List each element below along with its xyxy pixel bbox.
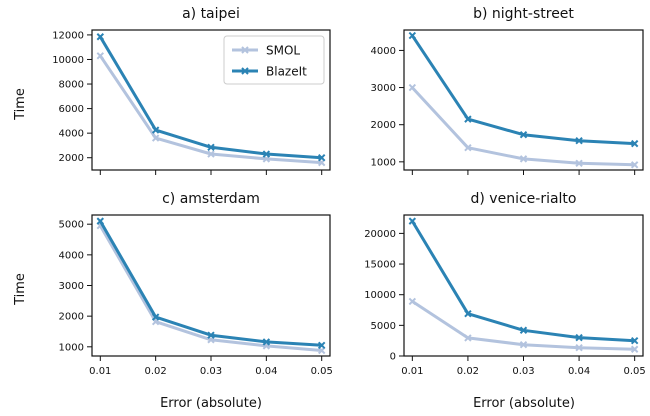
y-tick-label: 0 xyxy=(390,352,396,363)
y-tick-label: 2000 xyxy=(59,312,84,323)
legend-label-smol: SMOL xyxy=(266,44,300,58)
data-point-blazeit xyxy=(464,309,472,318)
y-tick-label: 2000 xyxy=(59,153,84,164)
chart-panel-1: a) taipei 2000 4000 6000 8000 10000 12000 xyxy=(52,6,331,175)
data-point-smol xyxy=(408,83,417,92)
y-tick-label: 20000 xyxy=(364,229,396,240)
chart-panel-2: b) night-street 1000 2000 3000 4000 xyxy=(371,6,644,175)
data-point-blazeit xyxy=(575,136,583,145)
x-tick-label: 0.05 xyxy=(311,366,333,377)
y-tick-label: 4000 xyxy=(59,129,84,140)
data-point-blazeit xyxy=(317,154,326,162)
x-tick-label: 0.01 xyxy=(401,366,423,377)
data-point-blazeit xyxy=(408,31,417,40)
legend-label-blazeit: BlazeIt xyxy=(266,65,307,79)
x-axis-label-left: Error (absolute) xyxy=(160,396,262,411)
x-tick-label: 0.02 xyxy=(457,366,479,377)
x-tick-label: 0.01 xyxy=(89,366,111,377)
data-point-smol xyxy=(519,340,528,349)
x-tick-label: 0.03 xyxy=(200,366,222,377)
y-tick-label: 6000 xyxy=(59,104,84,115)
y-tick-label: 10000 xyxy=(364,290,396,301)
data-point-smol xyxy=(630,345,639,353)
y-tick-label: 3000 xyxy=(59,281,84,292)
data-point-blazeit xyxy=(262,338,271,346)
legend-marker xyxy=(241,67,249,75)
data-point-smol xyxy=(630,161,639,169)
data-point-smol xyxy=(151,134,160,142)
data-point-blazeit xyxy=(519,131,528,139)
chart-panel-4: d) venice-rialto 0 5000 10000 15000 20000 0.01… xyxy=(364,191,646,377)
data-point-smol xyxy=(408,297,417,306)
panel-title: d) venice-rialto xyxy=(471,191,577,207)
x-tick-label: 0.04 xyxy=(255,366,277,377)
x-axis-label-right: Error (absolute) xyxy=(473,396,575,411)
data-point-smol xyxy=(464,334,472,342)
data-point-smol xyxy=(207,150,215,158)
y-axis-label-top: Time xyxy=(13,88,28,121)
series-line-smol xyxy=(410,86,637,167)
y-tick-label: 5000 xyxy=(371,321,396,332)
series-line-blazeit xyxy=(410,34,637,146)
plot-frame xyxy=(403,29,644,171)
data-point-blazeit xyxy=(151,126,160,134)
y-tick-label: 15000 xyxy=(364,260,396,271)
y-tick-label: 1000 xyxy=(371,157,396,168)
legend: SMOL BlazeIt xyxy=(223,35,325,85)
y-tick-label: 10000 xyxy=(52,55,84,66)
series-line-smol xyxy=(98,224,324,352)
panel-title: b) night-street xyxy=(473,6,574,22)
legend-marker xyxy=(241,46,249,54)
data-point-smol xyxy=(575,159,583,168)
data-point-blazeit xyxy=(96,33,105,41)
data-point-blazeit xyxy=(630,336,639,345)
series-line-smol xyxy=(410,299,637,351)
data-point-blazeit xyxy=(317,341,326,349)
data-point-blazeit xyxy=(151,313,160,321)
data-point-smol xyxy=(575,344,583,352)
data-point-blazeit xyxy=(262,150,271,158)
chart-panel-3: c) amsterdam 1000 2000 3000 4000 5000 0.01 0.02… xyxy=(59,191,333,377)
y-tick-label: 12000 xyxy=(52,30,84,41)
data-point-blazeit xyxy=(207,331,215,339)
y-tick-label: 4000 xyxy=(371,46,396,57)
x-tick-label: 0.04 xyxy=(568,366,590,377)
data-point-blazeit xyxy=(408,217,417,225)
x-tick-label: 0.03 xyxy=(512,366,534,377)
y-tick-label: 3000 xyxy=(371,83,396,94)
x-tick-label: 0.02 xyxy=(145,366,167,377)
plot-frame xyxy=(91,214,331,357)
panel-title: a) taipei xyxy=(182,6,240,22)
panel-title: c) amsterdam xyxy=(162,191,260,207)
data-point-blazeit xyxy=(464,115,472,123)
plot-frame xyxy=(403,214,644,357)
y-tick-label: 2000 xyxy=(371,120,396,131)
data-point-blazeit xyxy=(519,326,528,334)
y-axis-label-bottom: Time xyxy=(13,273,28,306)
data-point-smol xyxy=(519,155,528,163)
y-tick-label: 1000 xyxy=(59,342,84,353)
y-tick-label: 8000 xyxy=(59,80,84,91)
y-tick-label: 4000 xyxy=(59,250,84,261)
data-point-blazeit xyxy=(207,143,215,151)
y-tick-label: 5000 xyxy=(59,220,84,231)
data-point-blazeit xyxy=(96,217,105,225)
x-tick-label: 0.05 xyxy=(624,366,646,377)
data-point-blazeit xyxy=(575,333,583,342)
data-point-blazeit xyxy=(630,139,639,148)
plot-frame xyxy=(91,29,331,171)
data-point-smol xyxy=(464,144,472,152)
data-point-smol xyxy=(96,52,105,60)
